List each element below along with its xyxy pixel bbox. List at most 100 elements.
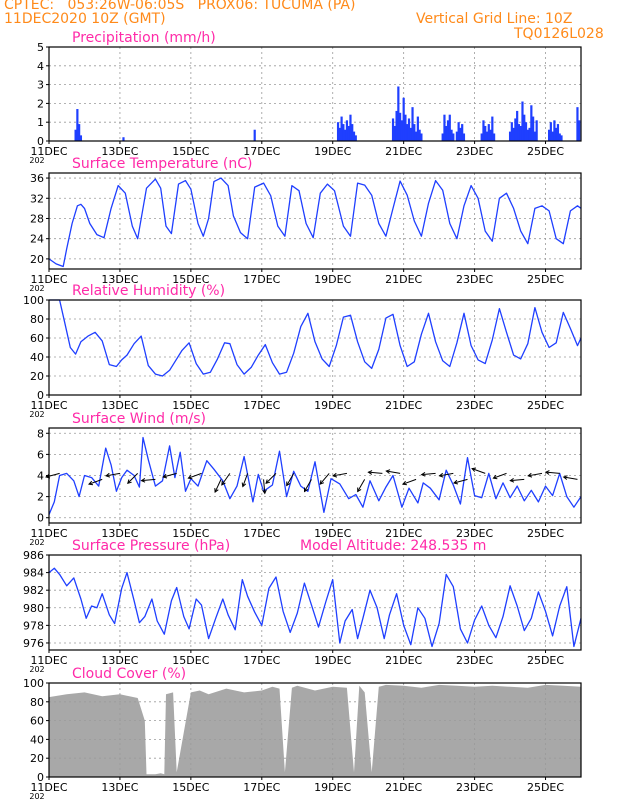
temp-ytick-label: 36 bbox=[30, 172, 44, 185]
wind-arrow bbox=[368, 471, 383, 474]
wind-arrow-head bbox=[127, 479, 132, 485]
temp-xtick-label: 25DEC bbox=[527, 273, 564, 286]
precip-bar bbox=[253, 129, 256, 141]
cloud-frame bbox=[48, 682, 582, 778]
rh-xtick-label: 25DEC bbox=[527, 399, 564, 412]
wind-arrow-head bbox=[509, 477, 515, 483]
precip-ytick-label: 1 bbox=[37, 116, 44, 129]
rh-xtick-label: 13DEC bbox=[101, 399, 138, 412]
precip-bar bbox=[560, 135, 563, 141]
rh-ytick-label: 100 bbox=[23, 294, 44, 307]
precip-bar bbox=[532, 116, 535, 141]
rh-xtick-label: 19DEC bbox=[314, 399, 351, 412]
rh-year-label: 202 bbox=[29, 410, 44, 419]
wind-arrow bbox=[106, 472, 121, 477]
precip-bar bbox=[406, 124, 409, 141]
precip-bar bbox=[485, 131, 489, 141]
precip-bar bbox=[441, 133, 444, 141]
wind-arrow-head bbox=[471, 467, 477, 472]
precip-bar bbox=[482, 120, 485, 141]
precip-bar bbox=[530, 105, 533, 141]
wind-arrow bbox=[421, 472, 436, 476]
wind-year-label: 202 bbox=[29, 538, 44, 547]
cloud-xtick-label: 21DEC bbox=[385, 781, 422, 794]
wind-arrow-head bbox=[187, 474, 193, 480]
wind-arrow-head bbox=[265, 479, 271, 485]
rh-title: Relative Humidity (%) bbox=[72, 283, 225, 299]
wind-ytick-label: 8 bbox=[37, 427, 44, 440]
wind-arrow bbox=[493, 472, 507, 479]
temp-line bbox=[48, 177, 582, 268]
wind-arrow bbox=[163, 472, 177, 478]
wind-title: Surface Wind (m/s) bbox=[72, 411, 206, 427]
precip-bar bbox=[526, 129, 529, 141]
wind-arrow bbox=[304, 479, 312, 492]
wind-arrow bbox=[265, 473, 277, 484]
precip-bar bbox=[484, 125, 487, 141]
wind-arrow bbox=[286, 473, 295, 486]
wind-arrow bbox=[439, 472, 454, 477]
wind-ytick-label: 6 bbox=[37, 448, 44, 461]
temp-ytick-label: 28 bbox=[30, 212, 44, 225]
wind-arrow bbox=[88, 478, 103, 485]
precip-bar bbox=[508, 131, 512, 141]
wind-xtick-label: 23DEC bbox=[456, 527, 493, 540]
cloud-ytick-label: 80 bbox=[30, 696, 44, 709]
precip-bar bbox=[344, 129, 347, 141]
temp-xtick-label: 23DEC bbox=[456, 273, 493, 286]
precip-year-label: 202 bbox=[29, 156, 44, 165]
precip-bar bbox=[122, 137, 125, 141]
pres-frame bbox=[48, 554, 582, 651]
precip-bar bbox=[576, 107, 579, 141]
precip-ytick-label: 3 bbox=[37, 79, 44, 92]
precip-bar bbox=[547, 129, 551, 141]
wind-xtick-label: 25DEC bbox=[527, 527, 564, 540]
temp-xtick-label: 15DEC bbox=[172, 273, 209, 286]
precip-bar bbox=[349, 114, 352, 141]
temp-xtick-label: 11DEC bbox=[30, 273, 67, 286]
precip-bar bbox=[338, 127, 341, 141]
cloud-xtick-label: 11DEC bbox=[30, 781, 67, 794]
pres-ytick-label: 976 bbox=[23, 637, 44, 650]
precip-bar bbox=[461, 124, 464, 141]
wind-arrow bbox=[263, 479, 266, 494]
precip-bar bbox=[407, 118, 411, 141]
precip-xtick-label: 21DEC bbox=[385, 145, 422, 158]
precip-bar bbox=[413, 124, 416, 141]
pres-xtick-label: 19DEC bbox=[314, 654, 351, 667]
precip-bar bbox=[443, 114, 446, 141]
wind-arrow bbox=[221, 473, 231, 486]
cloud-ytick-label: 100 bbox=[23, 677, 44, 690]
precip-bar bbox=[336, 122, 340, 141]
precip-xtick-label: 11DEC bbox=[30, 145, 67, 158]
precip-bar bbox=[404, 114, 407, 141]
rh-frame bbox=[48, 299, 582, 396]
precip-bar bbox=[76, 109, 79, 141]
wind-arrow bbox=[333, 472, 348, 477]
wind-arrow bbox=[453, 478, 468, 484]
cloud-year-label: 202 bbox=[29, 792, 44, 800]
cloud-xtick-label: 17DEC bbox=[243, 781, 280, 794]
pres-ytick-label: 978 bbox=[23, 619, 44, 632]
wind-ytick-label: 2 bbox=[37, 491, 44, 504]
temp-xtick-label: 17DEC bbox=[243, 273, 280, 286]
rh-xtick-label: 17DEC bbox=[243, 399, 280, 412]
precip-bar bbox=[516, 110, 519, 141]
pres-ytick-label: 986 bbox=[23, 549, 44, 562]
temp-xtick-label: 19DEC bbox=[314, 273, 351, 286]
wind-arrow bbox=[357, 479, 366, 492]
wind-arrow-head bbox=[319, 480, 325, 485]
wind-arrow bbox=[386, 470, 401, 474]
rh-xtick-label: 23DEC bbox=[456, 399, 493, 412]
wind-ytick-label: 4 bbox=[37, 470, 44, 483]
wind-xtick-label: 21DEC bbox=[385, 527, 422, 540]
text-layer: 0 1 2 3 4 5 11DEC 13DEC 15DEC 17DEC 19DEC 21DEC 23DE… bbox=[23, 30, 564, 800]
precip-bar bbox=[510, 122, 513, 141]
wind-line bbox=[48, 436, 582, 515]
precip-title: Precipitation (mm/h) bbox=[72, 30, 216, 46]
header-left-line2: 11DEC2020 10Z (GMT) bbox=[4, 11, 166, 27]
precip-bar bbox=[521, 101, 524, 141]
precip-bar bbox=[445, 125, 448, 141]
rh-ytick-label: 0 bbox=[37, 389, 44, 402]
frame-layer bbox=[46, 46, 582, 780]
